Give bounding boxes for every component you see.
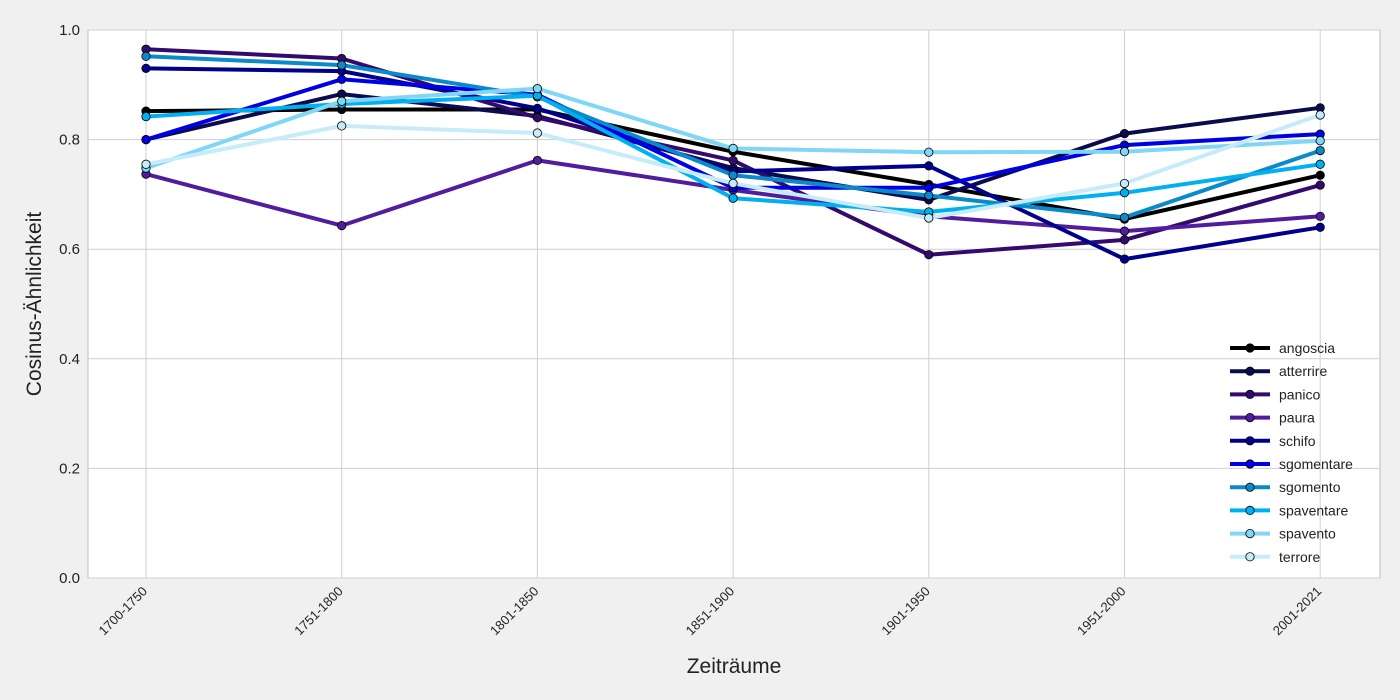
legend-label: schifo	[1279, 433, 1316, 449]
data-point	[924, 213, 934, 223]
data-point	[924, 183, 934, 193]
legend-item: atterrire	[1230, 363, 1327, 379]
legend-label: sgomentare	[1279, 456, 1353, 472]
data-point	[1315, 170, 1325, 180]
x-axis-ticks: 1700-1750 1751-1800 1801-1850 1851-1900 1901…	[96, 584, 1325, 639]
data-point	[1119, 254, 1130, 264]
legend-item: spavento	[1230, 526, 1336, 542]
legend: angoscia atterrire panico paura schifo sgomen…	[1230, 340, 1353, 565]
legend-label: sgomento	[1279, 479, 1341, 495]
data-point	[1315, 211, 1325, 221]
data-point	[924, 250, 934, 260]
y-tick-label: 0.2	[59, 460, 80, 477]
data-point	[337, 60, 347, 70]
legend-item: spaventare	[1230, 502, 1348, 518]
data-point	[924, 190, 934, 201]
data-point	[1119, 128, 1130, 139]
legend-label: terrore	[1279, 549, 1320, 565]
data-point	[1315, 222, 1325, 232]
legend-marker	[1245, 505, 1255, 515]
data-point	[1119, 178, 1130, 189]
legend-item: terrore	[1230, 549, 1320, 565]
legend-marker	[1245, 459, 1255, 469]
gridlines	[88, 29, 1380, 579]
legend-marker	[1245, 552, 1255, 562]
x-tick-label: 2001-2021	[1270, 584, 1325, 639]
data-point	[337, 221, 347, 231]
x-tick-label: 1851-1900	[683, 584, 738, 639]
data-point	[924, 147, 934, 157]
y-axis-title: Cosinus-Ähnlichkeit	[23, 212, 46, 397]
legend-marker	[1245, 528, 1255, 539]
legend-marker	[1245, 436, 1255, 446]
legend-label: panico	[1279, 386, 1320, 402]
data-point	[141, 135, 151, 145]
legend-marker	[1245, 366, 1255, 376]
x-axis-title: Zeiträume	[687, 655, 782, 678]
data-point	[1119, 212, 1130, 223]
data-point	[1119, 188, 1130, 198]
data-point	[728, 178, 738, 189]
data-point	[1119, 147, 1130, 157]
data-point	[532, 128, 543, 138]
data-point	[141, 63, 151, 73]
legend-marker	[1245, 482, 1255, 492]
legend-marker	[1245, 343, 1255, 353]
data-point	[728, 170, 738, 180]
x-tick-label: 1901-1950	[878, 584, 933, 639]
series-lines	[141, 44, 1325, 264]
data-point	[924, 161, 934, 171]
legend-label: spaventare	[1279, 502, 1348, 518]
legend-label: paura	[1279, 410, 1315, 426]
x-tick-label: 1801-1850	[487, 584, 542, 639]
legend-item: schifo	[1230, 433, 1316, 449]
data-point	[1315, 145, 1325, 156]
y-tick-label: 0.6	[59, 241, 80, 258]
data-point	[1315, 180, 1325, 190]
data-point	[532, 155, 543, 166]
data-point	[141, 111, 151, 122]
data-point	[532, 103, 543, 113]
x-tick-label: 1700-1750	[96, 584, 151, 639]
x-tick-label: 1951-2000	[1074, 584, 1129, 639]
data-point	[728, 193, 738, 203]
legend-item: sgomentare	[1230, 456, 1353, 472]
data-point	[1119, 235, 1130, 245]
data-point	[1315, 110, 1325, 120]
data-point	[1119, 226, 1130, 236]
series-panico	[141, 44, 1325, 260]
data-point	[532, 84, 543, 94]
data-point	[1315, 136, 1325, 146]
y-tick-label: 0.0	[59, 570, 80, 587]
y-axis-ticks: 0.0 0.2 0.4 0.6 0.8 1.0	[59, 22, 80, 587]
data-point	[728, 143, 738, 153]
legend-item: panico	[1230, 386, 1320, 402]
data-point	[337, 121, 347, 131]
legend-label: atterrire	[1279, 363, 1327, 379]
data-point	[532, 113, 543, 123]
y-tick-label: 0.8	[59, 132, 80, 149]
data-point	[337, 74, 347, 84]
legend-label: spavento	[1279, 526, 1336, 542]
legend-marker	[1245, 412, 1255, 423]
plot-area	[87, 29, 1381, 579]
data-point	[337, 96, 347, 106]
data-point	[141, 159, 151, 169]
data-point	[1315, 159, 1325, 169]
series-terrore	[141, 110, 1325, 223]
legend-item: paura	[1230, 410, 1315, 426]
y-tick-label: 0.4	[59, 351, 80, 368]
x-tick-label: 1751-1800	[291, 584, 346, 639]
legend-marker	[1245, 389, 1255, 399]
y-tick-label: 1.0	[59, 22, 80, 39]
data-point	[728, 155, 738, 166]
legend-item: sgomento	[1230, 479, 1341, 495]
legend-item: angoscia	[1230, 340, 1335, 356]
data-point	[141, 51, 151, 61]
legend-label: angoscia	[1279, 340, 1335, 356]
